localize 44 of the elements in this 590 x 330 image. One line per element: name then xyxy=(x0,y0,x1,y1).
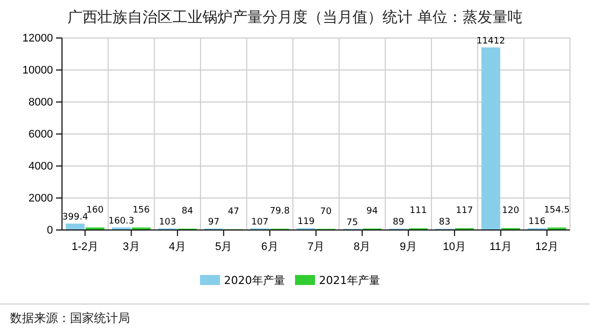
x-tick-label: 11月 xyxy=(490,241,512,253)
data-label: 94 xyxy=(366,206,378,216)
legend-label: 2020年产量 xyxy=(224,274,285,287)
data-label: 107 xyxy=(251,217,268,228)
data-label: 399.4 xyxy=(62,212,88,223)
data-label: 116 xyxy=(528,217,546,228)
data-label: 117 xyxy=(456,206,474,216)
data-label: 160 xyxy=(86,205,104,216)
x-tick-label: 5月 xyxy=(215,241,232,253)
data-label: 47 xyxy=(228,207,240,218)
y-tick-label: 10000 xyxy=(22,64,53,77)
y-tick-label: 12000 xyxy=(22,32,53,45)
x-tick-label: 10月 xyxy=(442,241,466,253)
data-label: 97 xyxy=(208,217,220,228)
y-tick-label: 4000 xyxy=(28,160,53,173)
data-label: 11412 xyxy=(476,36,506,46)
y-tick-label: 6000 xyxy=(28,128,53,141)
y-tick-label: 8000 xyxy=(28,96,53,109)
x-tick-label: 7月 xyxy=(307,241,325,253)
data-label: 120 xyxy=(502,206,520,216)
data-label: 103 xyxy=(158,217,176,228)
x-tick-label: 8月 xyxy=(354,241,371,253)
data-label: 79.8 xyxy=(270,206,290,217)
source-note: 数据来源：国家统计局 xyxy=(10,311,130,325)
x-tick-label: 9月 xyxy=(400,241,417,253)
data-label: 119 xyxy=(297,217,315,228)
x-tick-label: 4月 xyxy=(168,241,186,253)
x-tick-label: 12月 xyxy=(535,241,559,253)
y-tick-label: 2000 xyxy=(28,192,53,205)
data-label: 89 xyxy=(392,218,404,228)
chart-title: 广西壮族自治区工业锅炉产量分月度（当月值）统计 单位：蒸发量吨 xyxy=(68,8,522,26)
data-label: 75 xyxy=(346,218,358,228)
data-label: 83 xyxy=(438,218,450,228)
data-label: 156 xyxy=(132,206,150,216)
x-tick-label: 6月 xyxy=(261,241,278,253)
data-label: 154.5 xyxy=(544,206,570,216)
data-label: 84 xyxy=(182,206,194,217)
y-tick-label: 0 xyxy=(46,224,53,237)
data-label: 70 xyxy=(320,206,332,217)
legend-label: 2021年产量 xyxy=(319,274,380,287)
x-tick-label: 3月 xyxy=(122,241,140,253)
data-label: 160.3 xyxy=(108,216,134,226)
data-label: 111 xyxy=(410,206,427,216)
x-tick-label: 1-2月 xyxy=(72,241,99,253)
